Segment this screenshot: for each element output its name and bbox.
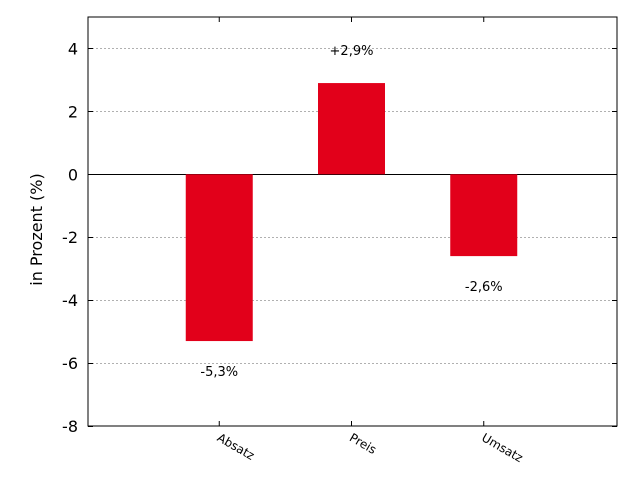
x-tick-label-preis: Preis [347,430,379,456]
y-axis-title: in Prozent (%) [27,173,46,285]
y-tick-label: -4 [62,291,78,310]
value-label-umsatz: -2,6% [465,280,503,295]
plot-area-frame [87,16,618,427]
y-tick-label: -2 [62,228,78,247]
value-label-preis: +2,9% [330,44,374,59]
bars [185,83,518,342]
y-tick-label: -6 [62,354,78,373]
y-tick-label: 4 [68,39,78,58]
y-tick-label: 2 [68,102,78,121]
bar-preis [318,83,385,175]
y-tick-label: -8 [62,417,78,436]
value-label-absatz: -5,3% [200,365,238,380]
y-axis-ticks: -8 -6 -4 -2 0 2 4 [62,39,617,436]
x-tick-label-umsatz: Umsatz [479,430,525,465]
y-tick-label: 0 [68,165,78,184]
value-labels: -5,3% +2,9% -2,6% [200,44,502,380]
x-tick-label-absatz: Absatz [215,430,257,462]
bar-umsatz [450,174,518,257]
bar-absatz [185,174,253,342]
grid-lines [88,48,617,364]
